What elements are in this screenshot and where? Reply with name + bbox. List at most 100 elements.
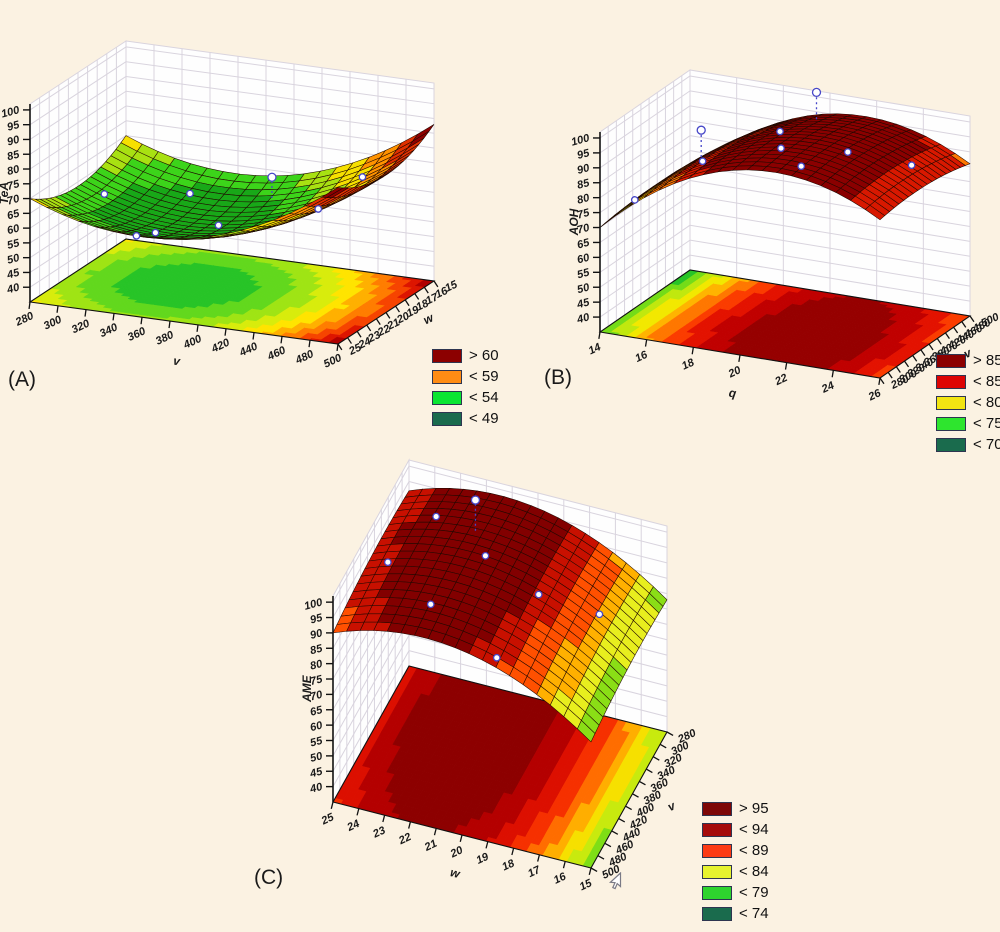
data-point-marker (267, 172, 277, 182)
grid-line (599, 75, 691, 139)
grid-line (332, 650, 410, 787)
y-tick (659, 743, 667, 749)
x-tick-label: 24 (819, 380, 836, 396)
grid-line (599, 224, 691, 288)
x-tick-label: 16 (552, 870, 569, 886)
data-point-marker (151, 228, 160, 237)
y-tick (887, 371, 893, 379)
grid-line (125, 90, 435, 134)
z-axis-label: AOH (567, 208, 581, 236)
x-tick (433, 828, 437, 836)
z-tick-label: 45 (308, 765, 325, 780)
x-tick-label: 320 (70, 317, 93, 336)
x-tick-label: 300 (42, 313, 65, 332)
z-tick-label: 75 (6, 178, 22, 193)
legend-swatch (702, 906, 732, 921)
y-tick (961, 321, 967, 328)
z-tick-label: 85 (309, 642, 325, 657)
grid-line (599, 150, 691, 214)
grid-line (599, 209, 691, 273)
x-axis-label: q (728, 386, 738, 401)
legend-row: > 85 (936, 352, 1000, 369)
data-point-marker (698, 157, 707, 166)
legend-row: < 79 (702, 884, 769, 901)
z-tick-label: 80 (309, 658, 325, 673)
y-tick (375, 318, 381, 326)
data-point-marker (314, 205, 323, 213)
y-tick (347, 337, 352, 344)
y-tick (366, 324, 372, 332)
y-tick-label: 21 (385, 316, 402, 332)
x-tick-label: 500 (322, 352, 345, 371)
legend-label: < 80 (973, 394, 1000, 411)
x-tick (356, 808, 360, 816)
legend-swatch (432, 390, 462, 405)
x-tick-label: 18 (500, 857, 517, 873)
legend-row: < 80 (936, 394, 1000, 411)
y-tick (337, 343, 343, 351)
grid-line (125, 46, 435, 90)
panel-b-letter: (B) (544, 366, 572, 389)
legend-row: > 60 (432, 347, 499, 364)
grid-line (599, 120, 691, 184)
z-tick-label: 80 (6, 163, 22, 178)
surface-mesh-cell (577, 719, 596, 743)
grid-line (125, 149, 435, 193)
z-tick-label: 90 (576, 162, 592, 177)
y-tick (611, 830, 619, 835)
y-tick (652, 756, 660, 761)
y-tick (666, 731, 674, 736)
x-tick (598, 331, 601, 340)
y-tick (944, 332, 950, 340)
z-tick-label: 50 (6, 252, 22, 267)
panel-b-legend: > 85 < 85 < 80 < 75 < 70 (936, 352, 1000, 453)
y-tick (618, 817, 626, 823)
data-point-marker (432, 512, 440, 521)
z-tick-label: 100 (0, 104, 22, 121)
z-tick-label: 65 (309, 704, 325, 719)
y-tick (912, 355, 918, 362)
legend-label: < 89 (739, 842, 769, 859)
x-tick (252, 332, 255, 340)
y-tick (414, 293, 420, 300)
panel-a-legend: > 60 < 59 < 54 < 49 (432, 347, 499, 427)
y-tick (604, 842, 612, 848)
z-tick-label: 70 (6, 193, 22, 208)
y-tick (895, 366, 901, 373)
x-tick (280, 336, 283, 344)
y-tick (639, 780, 646, 786)
y-tick (590, 867, 598, 872)
z-tick-label: 85 (576, 177, 592, 192)
surface-mesh-cell (320, 187, 344, 198)
legend-row: < 94 (702, 821, 769, 838)
x-tick-label: 420 (209, 336, 232, 355)
y-tick (404, 299, 410, 307)
legend-row: < 75 (936, 415, 1000, 432)
x-tick (382, 815, 386, 823)
y-tick-label: 24 (356, 335, 373, 351)
z-tick-label: 95 (309, 612, 325, 627)
y-tick (356, 331, 362, 338)
x-tick-label: 360 (126, 325, 149, 344)
legend-swatch (936, 353, 966, 368)
x-tick (408, 821, 412, 829)
z-tick-label: 45 (575, 296, 592, 311)
legend-label: < 49 (469, 410, 499, 427)
legend-row: < 70 (936, 436, 1000, 453)
z-tick-label: 75 (576, 207, 592, 222)
legend-swatch (432, 369, 462, 384)
data-point-marker (214, 221, 223, 230)
x-tick-label: 25 (319, 811, 337, 828)
legend-label: < 54 (469, 389, 499, 406)
x-tick (691, 347, 694, 355)
x-tick (831, 370, 834, 378)
data-point-marker (595, 610, 604, 619)
z-tick-label: 60 (309, 719, 325, 734)
x-tick (168, 321, 171, 329)
legend-label: > 85 (973, 352, 1000, 369)
x-tick-label: 380 (154, 329, 177, 348)
x-tick-label: 22 (396, 831, 413, 847)
x-tick (308, 340, 311, 348)
grid-line (599, 180, 691, 243)
x-tick-label: 280 (13, 310, 36, 329)
